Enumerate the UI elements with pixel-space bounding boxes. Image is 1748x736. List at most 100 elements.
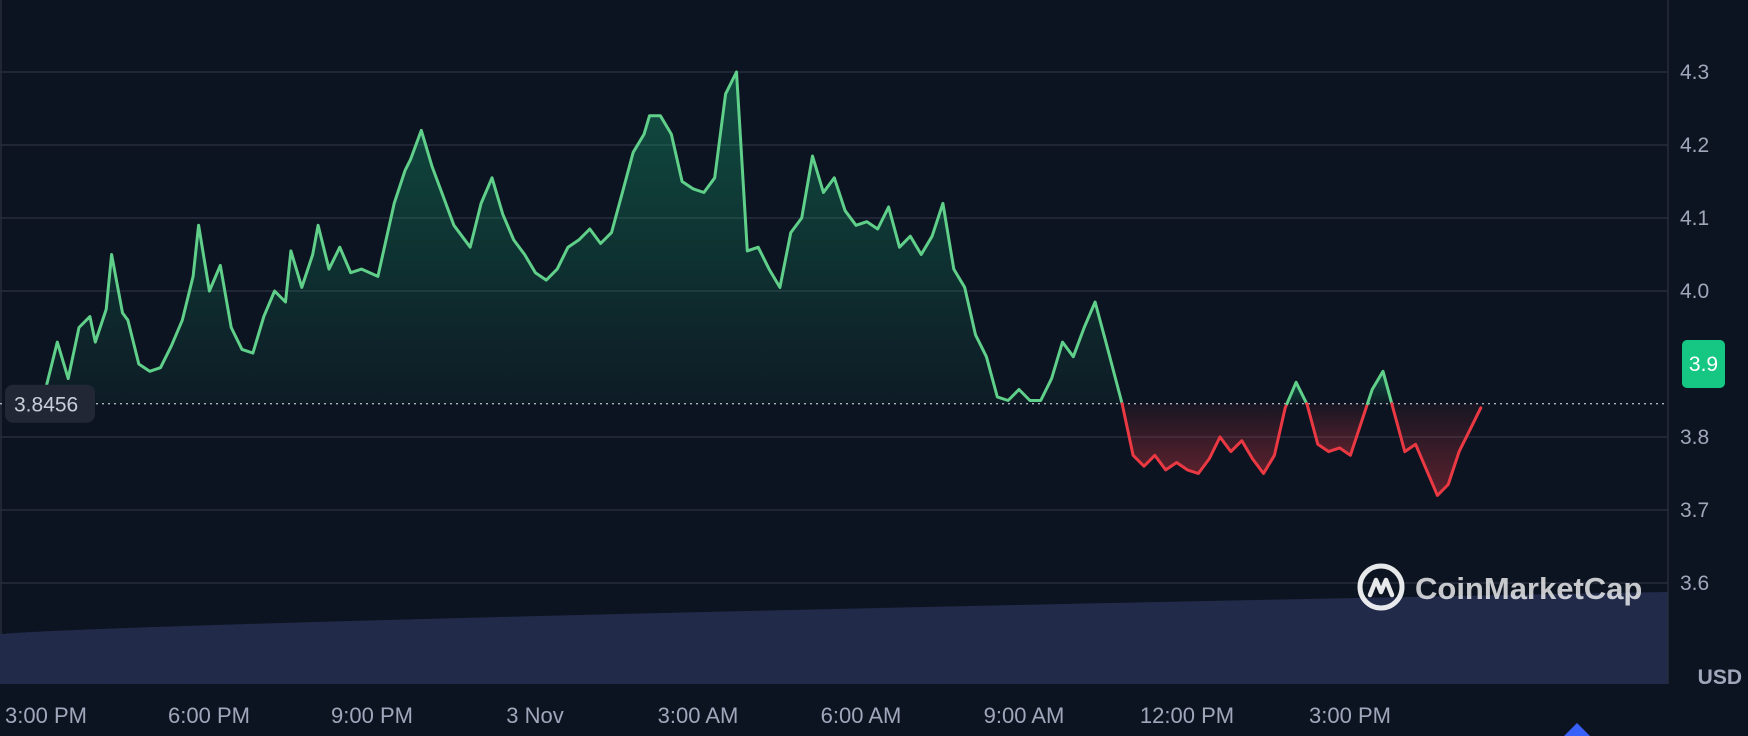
volume-bar xyxy=(801,609,809,684)
volume-bar xyxy=(667,612,675,684)
price-line-up-segment[interactable] xyxy=(1285,380,1309,406)
volume-bar xyxy=(994,605,1002,684)
volume-bar xyxy=(686,612,694,684)
volume-bar xyxy=(840,608,848,684)
volume-bar xyxy=(1327,598,1335,684)
volume-bar xyxy=(923,606,931,684)
volume-bar xyxy=(1456,595,1464,684)
volume-bar xyxy=(102,628,110,684)
volume-bar xyxy=(1340,598,1348,684)
volume-bar xyxy=(1501,595,1509,684)
volume-bar xyxy=(320,621,328,684)
volume-bar xyxy=(1443,596,1451,684)
volume-bar xyxy=(1013,605,1021,684)
volume-bar xyxy=(692,612,700,684)
volume-bar xyxy=(423,618,431,684)
time-cursor-marker-icon xyxy=(1564,723,1590,736)
volume-bar xyxy=(1270,599,1278,684)
volume-bar xyxy=(89,629,97,684)
volume-bar xyxy=(1469,595,1476,684)
volume-bar xyxy=(1494,595,1502,684)
current-price-label: 3.9 xyxy=(1689,353,1718,376)
volume-bar xyxy=(1584,593,1592,684)
volume-bar xyxy=(1520,594,1528,684)
volume-bar xyxy=(250,623,258,684)
x-tick-label: 3:00 AM xyxy=(658,703,739,728)
volume-bar xyxy=(891,607,899,684)
volume-bar xyxy=(1225,600,1233,684)
area-below-baseline xyxy=(1391,403,1481,496)
volume-bar xyxy=(205,625,213,684)
volume-bar xyxy=(474,617,482,684)
volume-bar xyxy=(577,614,585,684)
volume-bar xyxy=(1417,596,1425,684)
volume-bar xyxy=(1263,599,1271,684)
volume-bar xyxy=(1244,600,1252,684)
volume-bar xyxy=(1193,601,1201,684)
volume-bar xyxy=(282,622,290,684)
volume-bar xyxy=(378,620,386,684)
x-tick-label: 12:00 PM xyxy=(1140,703,1234,728)
price-line-down-segment[interactable] xyxy=(1390,402,1483,497)
volume-bar xyxy=(1238,600,1245,684)
volume-bar xyxy=(1449,596,1457,684)
volume-bar xyxy=(975,605,982,684)
volume-bar xyxy=(898,607,905,684)
volume-bar xyxy=(570,615,578,684)
price-line-up-segment[interactable] xyxy=(1366,369,1394,406)
area-above-baseline xyxy=(1367,371,1392,404)
volume-bar xyxy=(481,617,488,684)
baseline-value-label: 3.8456 xyxy=(14,394,78,417)
volume-bar xyxy=(1052,604,1059,684)
price-line[interactable] xyxy=(34,70,1483,497)
volume-bar xyxy=(1526,594,1534,684)
volume-bar xyxy=(660,612,668,684)
volume-bar xyxy=(1032,604,1040,684)
volume-bar xyxy=(1385,597,1393,684)
price-line-down-segment[interactable] xyxy=(1305,402,1369,457)
volume-bar xyxy=(853,608,861,684)
volume-bar xyxy=(19,632,27,684)
volume-bar xyxy=(878,607,886,684)
volume-bar xyxy=(314,621,322,684)
volume-bar xyxy=(44,631,52,684)
volume-bar xyxy=(981,605,989,684)
volume-bar xyxy=(76,629,84,684)
volume-bar xyxy=(1623,592,1630,684)
price-line-down-segment[interactable] xyxy=(1120,402,1289,475)
volume-bar xyxy=(327,621,334,684)
x-tick-label: 6:00 AM xyxy=(821,703,902,728)
volume-bar xyxy=(1231,600,1239,684)
volume-bar xyxy=(397,619,405,684)
volume-bar xyxy=(846,608,854,684)
volume-bar xyxy=(288,622,296,684)
volume-bar xyxy=(538,615,546,684)
volume-bar xyxy=(776,610,784,684)
volume-bar xyxy=(449,618,456,684)
volume-bar xyxy=(468,617,476,684)
volume-bar xyxy=(519,616,527,684)
volume-bar xyxy=(583,614,591,684)
volume-bar xyxy=(307,622,315,684)
price-line-up-segment[interactable] xyxy=(34,70,1124,406)
volume-bar xyxy=(724,611,732,684)
volume-bar xyxy=(1360,597,1367,684)
volume-bar xyxy=(352,620,360,684)
volume-bar xyxy=(731,611,739,684)
volume-bar xyxy=(6,633,14,684)
y-tick-label: 4.1 xyxy=(1680,207,1709,230)
area-above-baseline xyxy=(35,72,1123,404)
volume-bar xyxy=(917,607,925,684)
volume-bar xyxy=(1308,598,1316,684)
volume-bar xyxy=(1315,598,1322,684)
volume-bar xyxy=(1283,599,1290,684)
volume-bar xyxy=(1295,599,1303,684)
volume-bar xyxy=(1000,605,1008,684)
volume-bar xyxy=(166,626,174,684)
volume-bar xyxy=(866,608,873,684)
volume-bar xyxy=(500,616,508,684)
volume-bar xyxy=(821,609,828,684)
volume-bar xyxy=(609,614,617,684)
currency-unit-label: USD xyxy=(1698,666,1742,689)
